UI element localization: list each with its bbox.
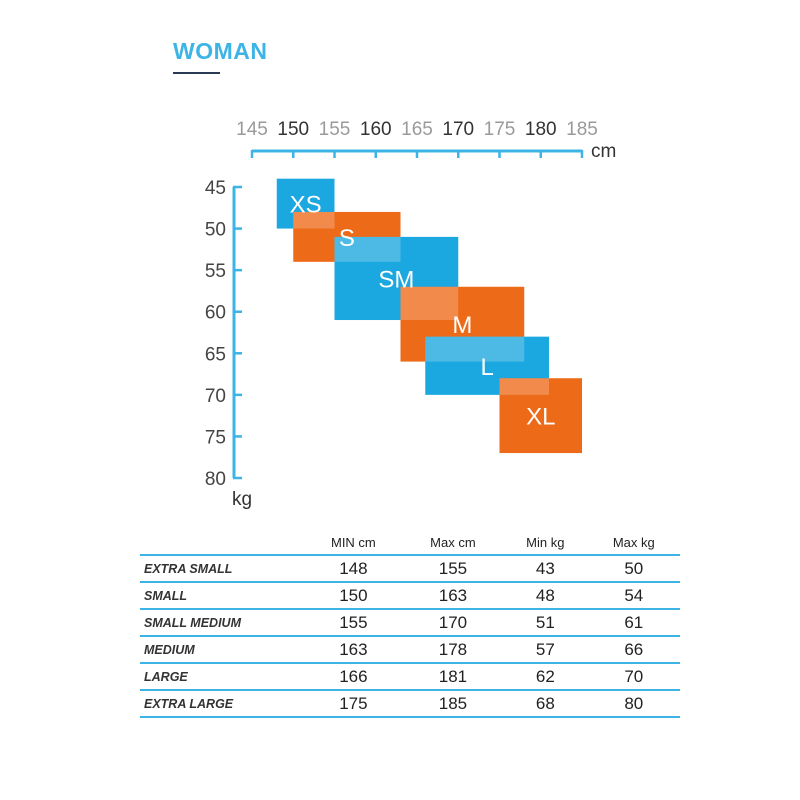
y-tick-label: 45 xyxy=(205,178,226,199)
x-tick-label: 145 xyxy=(236,119,268,140)
size-label-s: S xyxy=(339,225,355,252)
table-cell: 54 xyxy=(587,582,680,610)
x-tick-label: 165 xyxy=(401,119,433,140)
table-row: SMALL 150 163 48 54 xyxy=(140,582,680,610)
x-tick-label: 155 xyxy=(319,119,351,140)
size-label-m: M xyxy=(452,312,472,339)
table-cell: 163 xyxy=(304,636,403,664)
overlap-region xyxy=(499,378,549,395)
table-header-row: MIN cm Max cm Min kg Max kg xyxy=(140,532,680,556)
table-cell: 61 xyxy=(587,609,680,637)
x-tick-label: 150 xyxy=(277,119,309,140)
y-tick-label: 60 xyxy=(205,303,226,324)
size-table: MIN cm Max cm Min kg Max kg EXTRA SMALL … xyxy=(140,532,680,718)
size-label-xs: XS xyxy=(290,192,322,219)
row-label: MEDIUM xyxy=(140,636,304,664)
page-title: WOMAN xyxy=(173,38,268,64)
row-label: EXTRA SMALL xyxy=(140,555,304,583)
table-cell: 163 xyxy=(402,582,504,610)
x-tick-label: 185 xyxy=(566,119,598,140)
size-label-sm: SM xyxy=(378,266,414,293)
table-cell: 185 xyxy=(402,690,504,718)
overlap-region xyxy=(334,236,401,262)
x-tick-label: 180 xyxy=(525,119,557,140)
size-box-xl xyxy=(499,378,582,454)
y-unit-label: kg xyxy=(232,489,252,510)
table-cell: 170 xyxy=(402,609,504,637)
column-header: MIN cm xyxy=(304,532,403,556)
overlap-region xyxy=(400,286,459,321)
table-cell: 57 xyxy=(503,636,588,664)
y-tick-label: 65 xyxy=(205,344,226,365)
row-label: SMALL xyxy=(140,582,304,610)
x-unit-label: cm xyxy=(591,141,616,162)
table-cell: 43 xyxy=(503,555,588,583)
table-cell: 80 xyxy=(587,690,680,718)
y-tick-label: 75 xyxy=(205,427,226,448)
x-tick-label: 175 xyxy=(484,119,516,140)
table-cell: 175 xyxy=(304,690,403,718)
table-row: EXTRA SMALL 148 155 43 50 xyxy=(140,555,680,583)
table-cell: 148 xyxy=(304,555,403,583)
table-cell: 70 xyxy=(587,663,680,691)
table-cell: 178 xyxy=(402,636,504,664)
table-cell: 62 xyxy=(503,663,588,691)
row-label: EXTRA LARGE xyxy=(140,690,304,718)
table-cell: 51 xyxy=(503,609,588,637)
row-label: LARGE xyxy=(140,663,304,691)
title-underline xyxy=(173,72,220,74)
y-tick-label: 50 xyxy=(205,220,226,241)
table-row: LARGE 166 181 62 70 xyxy=(140,663,680,691)
table-cell: 155 xyxy=(402,555,504,583)
y-tick-label: 55 xyxy=(205,261,226,282)
table-row: SMALL MEDIUM 155 170 51 61 xyxy=(140,609,680,637)
table-row: EXTRA LARGE 175 185 68 80 xyxy=(140,690,680,718)
table-row: MEDIUM 163 178 57 66 xyxy=(140,636,680,664)
table-corner xyxy=(140,532,304,556)
column-header: Max kg xyxy=(587,532,680,556)
table-cell: 166 xyxy=(304,663,403,691)
table-cell: 66 xyxy=(587,636,680,664)
overlap-region xyxy=(293,211,335,229)
y-tick-label: 80 xyxy=(205,469,226,490)
x-tick-label: 170 xyxy=(442,119,474,140)
row-label: SMALL MEDIUM xyxy=(140,609,304,637)
column-header: Max cm xyxy=(402,532,504,556)
x-tick-label: 160 xyxy=(360,119,392,140)
column-header: Min kg xyxy=(503,532,588,556)
table-cell: 181 xyxy=(402,663,504,691)
overlap-region xyxy=(425,336,525,362)
size-label-l: L xyxy=(480,354,493,381)
table-cell: 150 xyxy=(304,582,403,610)
table-cell: 155 xyxy=(304,609,403,637)
size-label-xl: XL xyxy=(526,404,555,431)
table-cell: 48 xyxy=(503,582,588,610)
y-tick-label: 70 xyxy=(205,386,226,407)
table-cell: 68 xyxy=(503,690,588,718)
table-cell: 50 xyxy=(587,555,680,583)
